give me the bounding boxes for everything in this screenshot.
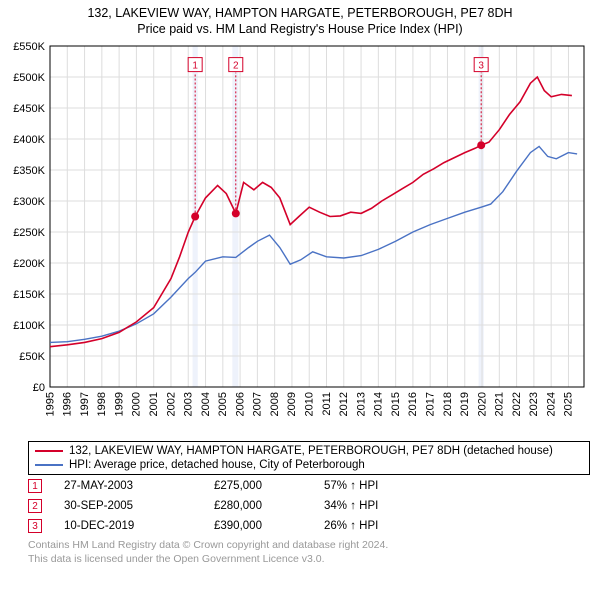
x-tick-label: 2000 bbox=[131, 392, 143, 416]
legend-label: HPI: Average price, detached house, City… bbox=[69, 459, 365, 471]
plot-border bbox=[50, 46, 584, 387]
y-tick-label: £300K bbox=[13, 196, 45, 208]
x-tick-label: 2012 bbox=[338, 392, 350, 416]
y-tick-label: £0 bbox=[33, 382, 45, 394]
y-tick-label: £350K bbox=[13, 165, 45, 177]
y-tick-label: £100K bbox=[13, 320, 45, 332]
x-tick-label: 1996 bbox=[62, 392, 74, 416]
y-tick-label: £150K bbox=[13, 289, 45, 301]
legend-swatch bbox=[35, 450, 63, 452]
x-tick-label: 1995 bbox=[44, 392, 56, 416]
sale-date: 10-DEC-2019 bbox=[64, 520, 214, 532]
marker-dot bbox=[232, 209, 240, 217]
y-tick-label: £400K bbox=[13, 134, 45, 146]
legend-row: 132, LAKEVIEW WAY, HAMPTON HARGATE, PETE… bbox=[35, 445, 583, 457]
y-tick-label: £250K bbox=[13, 227, 45, 239]
x-tick-label: 2023 bbox=[528, 392, 540, 416]
footnote-line1: Contains HM Land Registry data © Crown c… bbox=[28, 539, 590, 553]
y-tick-label: £500K bbox=[13, 72, 45, 84]
x-tick-label: 2007 bbox=[252, 392, 264, 416]
x-tick-label: 2015 bbox=[390, 392, 402, 416]
x-tick-label: 2018 bbox=[442, 392, 454, 416]
sale-marker: 3 bbox=[28, 519, 42, 533]
sale-row: 1 27-MAY-2003£275,00057% ↑ HPI bbox=[28, 479, 590, 493]
marker-number: 3 bbox=[478, 61, 484, 72]
x-tick-label: 2005 bbox=[217, 392, 229, 416]
x-tick-label: 2014 bbox=[373, 392, 385, 416]
title-block: 132, LAKEVIEW WAY, HAMPTON HARGATE, PETE… bbox=[0, 0, 600, 40]
sale-date: 27-MAY-2003 bbox=[64, 480, 214, 492]
sale-price: £280,000 bbox=[214, 500, 324, 512]
x-tick-label: 2006 bbox=[234, 392, 246, 416]
legend: 132, LAKEVIEW WAY, HAMPTON HARGATE, PETE… bbox=[28, 441, 590, 475]
title-address: 132, LAKEVIEW WAY, HAMPTON HARGATE, PETE… bbox=[8, 6, 592, 20]
sale-hpi: 34% ↑ HPI bbox=[324, 500, 424, 512]
y-tick-label: £550K bbox=[13, 41, 45, 53]
sale-hpi: 26% ↑ HPI bbox=[324, 520, 424, 532]
x-tick-label: 2019 bbox=[459, 392, 471, 416]
x-tick-label: 2001 bbox=[148, 392, 160, 416]
x-tick-label: 1997 bbox=[79, 392, 91, 416]
legend-label: 132, LAKEVIEW WAY, HAMPTON HARGATE, PETE… bbox=[69, 445, 553, 457]
sale-date: 30-SEP-2005 bbox=[64, 500, 214, 512]
marker-dot bbox=[191, 213, 199, 221]
x-tick-label: 2022 bbox=[511, 392, 523, 416]
footnote: Contains HM Land Registry data © Crown c… bbox=[28, 539, 590, 566]
series-hpi bbox=[50, 146, 577, 342]
sale-price: £275,000 bbox=[214, 480, 324, 492]
sales-table: 1 27-MAY-2003£275,00057% ↑ HPI 2 30-SEP-200… bbox=[28, 479, 590, 533]
x-tick-label: 2008 bbox=[269, 392, 281, 416]
x-tick-label: 2016 bbox=[407, 392, 419, 416]
x-tick-label: 2017 bbox=[424, 392, 436, 416]
sale-price: £390,000 bbox=[214, 520, 324, 532]
sale-row: 3 10-DEC-2019£390,00026% ↑ HPI bbox=[28, 519, 590, 533]
x-tick-label: 2011 bbox=[321, 392, 333, 416]
x-tick-label: 2004 bbox=[200, 392, 212, 416]
sale-hpi: 57% ↑ HPI bbox=[324, 480, 424, 492]
series-property bbox=[50, 77, 572, 347]
x-tick-label: 2021 bbox=[494, 392, 506, 416]
y-tick-label: £200K bbox=[13, 258, 45, 270]
chart-container: 132, LAKEVIEW WAY, HAMPTON HARGATE, PETE… bbox=[0, 0, 600, 566]
x-tick-label: 2010 bbox=[304, 392, 316, 416]
y-tick-label: £450K bbox=[13, 103, 45, 115]
legend-swatch bbox=[35, 464, 63, 466]
x-tick-label: 1998 bbox=[96, 392, 108, 416]
x-tick-label: 2020 bbox=[476, 392, 488, 416]
chart-area: £0 £50K £100K £150K £200K £250K £300K £350K £400… bbox=[0, 40, 600, 435]
sale-marker: 1 bbox=[28, 479, 42, 493]
y-tick-label: £50K bbox=[19, 351, 45, 363]
legend-row: HPI: Average price, detached house, City… bbox=[35, 459, 583, 471]
marker-number: 2 bbox=[233, 61, 239, 72]
footnote-line2: This data is licensed under the Open Gov… bbox=[28, 553, 590, 567]
marker-dot bbox=[477, 141, 485, 149]
x-tick-label: 2009 bbox=[286, 392, 298, 416]
x-tick-label: 2025 bbox=[563, 392, 575, 416]
x-tick-label: 2024 bbox=[545, 392, 557, 416]
title-subtitle: Price paid vs. HM Land Registry's House … bbox=[8, 22, 592, 36]
sale-marker: 2 bbox=[28, 499, 42, 513]
sale-row: 2 30-SEP-2005£280,00034% ↑ HPI bbox=[28, 499, 590, 513]
x-tick-label: 2002 bbox=[165, 392, 177, 416]
x-tick-label: 1999 bbox=[113, 392, 125, 416]
marker-number: 1 bbox=[192, 61, 198, 72]
x-tick-label: 2003 bbox=[183, 392, 195, 416]
x-tick-label: 2013 bbox=[355, 392, 367, 416]
